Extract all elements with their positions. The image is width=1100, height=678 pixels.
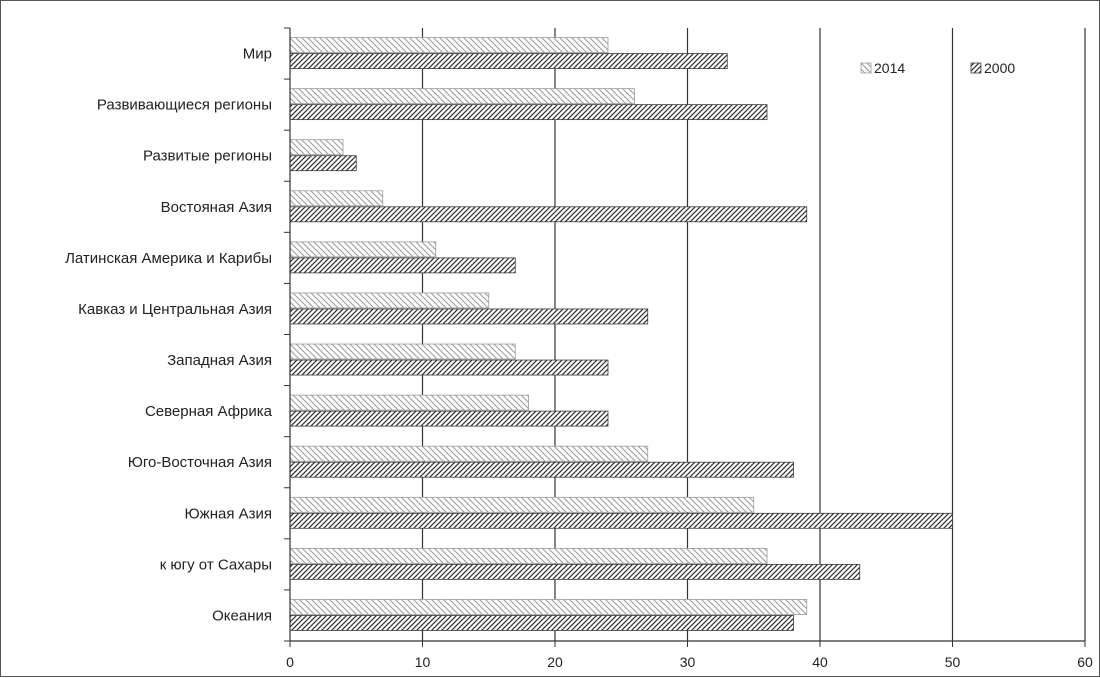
category-label: Развивающиеся регионы <box>97 97 272 114</box>
category-label: Кавказ и Центральная Азия <box>78 301 272 318</box>
bar-2014-4 <box>289 241 437 258</box>
category-label: Океания <box>212 607 272 624</box>
bar-2014-7 <box>289 394 529 411</box>
category-label: к югу от Сахары <box>160 556 272 573</box>
legend-swatch-2000 <box>970 62 982 74</box>
bar-2014-1 <box>289 88 635 105</box>
category-label: Северная Африка <box>145 403 273 420</box>
bar-2000-2 <box>289 155 357 172</box>
category-label: Развитые регионы <box>143 148 272 165</box>
bars <box>289 37 953 631</box>
bar-2000-3 <box>289 206 808 223</box>
x-tick-label: 10 <box>415 654 431 670</box>
category-label: Востояная Азия <box>161 199 272 216</box>
axes: Мир Развивающиеся регионы Развитые регионы… <box>65 27 1093 670</box>
bar-2014-8 <box>289 445 649 462</box>
x-tick-label: 60 <box>1077 654 1093 670</box>
bar-2000-8 <box>289 461 794 478</box>
legend-label-2014: 2014 <box>874 60 905 76</box>
legend-swatch-2014 <box>860 62 872 74</box>
x-tick-label: 30 <box>680 654 696 670</box>
bar-2000-5 <box>289 308 649 325</box>
bar-2000-10 <box>289 563 861 580</box>
x-tick-label: 20 <box>547 654 563 670</box>
bar-2014-11 <box>289 599 808 615</box>
bar-2000-6 <box>289 359 609 376</box>
grid-lines <box>421 28 1086 641</box>
bar-2000-4 <box>289 257 516 274</box>
bar-2014-5 <box>289 292 490 309</box>
bar-2014-6 <box>289 343 516 360</box>
bar-2014-9 <box>289 496 755 513</box>
category-label: Мир <box>243 46 272 63</box>
bar-2000-9 <box>289 512 953 529</box>
category-label: Юго-Восточная Азия <box>128 454 272 471</box>
legend: 2014 2000 <box>860 60 1015 76</box>
bar-2000-1 <box>289 104 768 121</box>
bar-2000-0 <box>289 53 728 69</box>
x-tick-label: 40 <box>812 654 828 670</box>
category-label: Южная Азия <box>185 505 273 522</box>
category-label: Западная Азия <box>167 352 272 369</box>
x-tick-label: 0 <box>286 654 294 670</box>
bar-2000-11 <box>289 615 794 631</box>
x-tick-label: 50 <box>945 654 961 670</box>
bar-2000-7 <box>289 410 609 427</box>
bar-2014-10 <box>289 547 768 564</box>
bar-2014-2 <box>289 139 344 156</box>
legend-label-2000: 2000 <box>984 60 1015 76</box>
bar-2014-3 <box>289 190 384 207</box>
category-label: Латинская Америка и Карибы <box>65 250 272 267</box>
bar-2014-0 <box>289 37 609 53</box>
